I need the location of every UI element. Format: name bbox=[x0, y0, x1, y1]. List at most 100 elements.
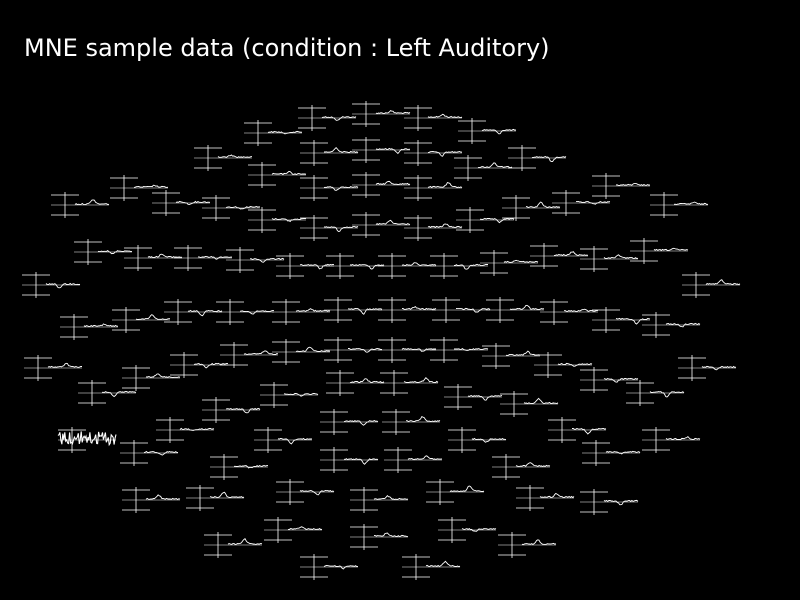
sensor-axes bbox=[444, 384, 503, 410]
sensor-trace bbox=[427, 223, 463, 229]
sensor-trace bbox=[576, 200, 611, 205]
sensor-trace bbox=[373, 532, 409, 538]
sensor-trace bbox=[249, 257, 285, 263]
sensor-axes bbox=[430, 253, 488, 279]
sensor-trace bbox=[227, 538, 263, 546]
sensor-axes bbox=[402, 554, 461, 580]
sensor-trace bbox=[225, 407, 261, 414]
sensor-trace bbox=[701, 365, 737, 371]
sensor-trace bbox=[539, 492, 575, 499]
sensor-axes bbox=[300, 175, 359, 201]
sensor-axes bbox=[404, 175, 463, 201]
sensor-trace bbox=[605, 450, 641, 455]
sensor-axes bbox=[454, 155, 513, 181]
sensor-axes bbox=[120, 440, 179, 466]
sensor-trace bbox=[509, 304, 545, 311]
sensor-axes bbox=[492, 454, 551, 480]
sensor-trace bbox=[324, 146, 359, 154]
sensor-trace bbox=[135, 314, 170, 320]
sensor-trace bbox=[563, 308, 599, 313]
sensor-axes bbox=[404, 105, 463, 131]
sensor-trace bbox=[349, 263, 385, 270]
sensor-axes bbox=[530, 243, 589, 269]
sensor-axes bbox=[682, 272, 741, 298]
sensor-axes bbox=[448, 427, 507, 453]
sensor-axes bbox=[24, 355, 82, 381]
sensor-trace bbox=[481, 128, 517, 135]
sensor-trace bbox=[427, 113, 463, 119]
sensor-axes bbox=[378, 337, 437, 363]
sensor-trace bbox=[323, 185, 359, 191]
sensor-axes bbox=[500, 391, 559, 417]
sensor-axes bbox=[438, 517, 497, 543]
sensor-trace bbox=[277, 437, 313, 445]
sensor-axes bbox=[244, 120, 302, 146]
sensor-trace bbox=[267, 130, 302, 135]
sensor-trace bbox=[427, 150, 462, 157]
sensor-trace bbox=[239, 309, 274, 315]
sensor-trace bbox=[295, 308, 331, 312]
sensor-axes bbox=[156, 417, 215, 443]
sensor-axes bbox=[260, 382, 319, 408]
sensor-axes bbox=[324, 297, 383, 323]
sensor-trace bbox=[323, 225, 359, 232]
sensor-trace bbox=[299, 263, 335, 270]
sensor-axes bbox=[300, 140, 359, 166]
sensor-axes bbox=[580, 489, 639, 515]
sensor-axes bbox=[110, 175, 169, 201]
sensor-axes bbox=[51, 192, 110, 218]
sensor-trace bbox=[287, 526, 323, 531]
sensor-trace bbox=[375, 180, 411, 186]
sensor-trace bbox=[198, 255, 232, 260]
sensor-axes bbox=[112, 307, 170, 333]
sensor-axes bbox=[426, 479, 485, 505]
sensor-trace bbox=[403, 377, 439, 383]
sensor-trace bbox=[603, 254, 639, 259]
sensor-trace bbox=[406, 415, 441, 423]
sensor-trace bbox=[217, 154, 253, 159]
sensor-trace bbox=[243, 350, 279, 355]
sensor-axes bbox=[352, 212, 411, 238]
sensor-axes bbox=[508, 145, 567, 171]
sensor-axes bbox=[300, 554, 359, 580]
sensor-axes bbox=[482, 343, 541, 369]
sensor-trace bbox=[283, 392, 319, 397]
sensor-trace bbox=[187, 309, 223, 317]
sensor-axes bbox=[592, 307, 651, 333]
sensor-axes bbox=[404, 140, 462, 166]
sensor-axes bbox=[580, 367, 639, 393]
sensor-trace bbox=[45, 282, 81, 289]
sensor-trace bbox=[454, 348, 489, 351]
sensor-trace bbox=[705, 279, 741, 286]
sensor-axes bbox=[626, 380, 685, 406]
sensor-axes bbox=[458, 118, 517, 144]
sensor-trace bbox=[653, 247, 689, 252]
sensor-trace-noisy bbox=[57, 431, 117, 447]
sensor-axes bbox=[352, 101, 411, 127]
sensor-axes bbox=[498, 532, 557, 558]
sensor-trace bbox=[375, 110, 411, 115]
sensor-axes bbox=[272, 339, 331, 365]
sensor-trace bbox=[347, 308, 383, 315]
sensor-axes bbox=[516, 485, 575, 511]
sensor-axes bbox=[78, 380, 137, 406]
sensor-axes bbox=[382, 409, 441, 435]
sensor-axes bbox=[486, 297, 545, 323]
sensor-axes bbox=[678, 355, 737, 381]
sensor-trace bbox=[175, 200, 211, 206]
sensor-axes bbox=[430, 337, 489, 363]
sensor-axes bbox=[248, 207, 307, 233]
sensor-axes bbox=[300, 215, 359, 241]
sensor-axes bbox=[202, 397, 261, 423]
sensor-axes bbox=[164, 299, 223, 325]
sensor-trace bbox=[523, 397, 559, 405]
sensor-axes bbox=[642, 427, 701, 453]
sensor-axes bbox=[384, 447, 443, 473]
sensor-trace bbox=[271, 217, 307, 223]
sensor-axes bbox=[210, 454, 268, 480]
sensor-axes bbox=[204, 532, 263, 558]
sensor-trace bbox=[515, 462, 551, 468]
sensor-trace bbox=[503, 259, 539, 264]
sensor-axes bbox=[226, 247, 285, 273]
